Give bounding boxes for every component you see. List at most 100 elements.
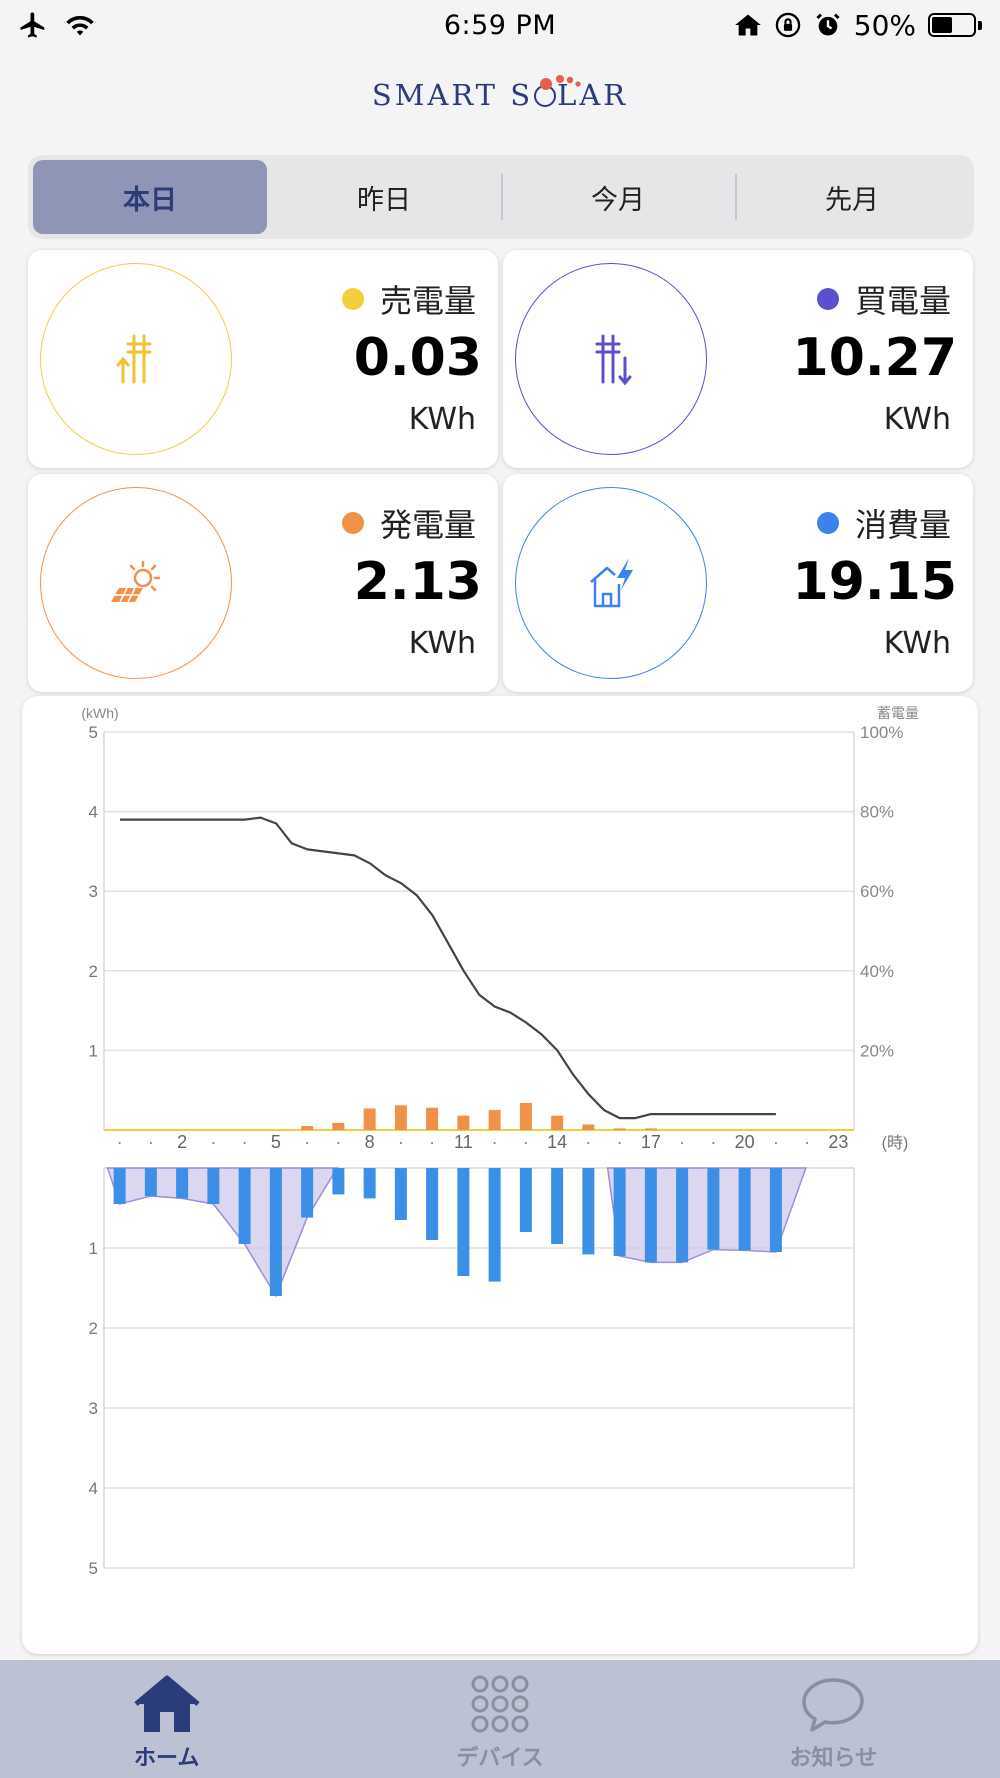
logo-text-2: LAR — [557, 78, 629, 112]
x-tick-label: 5 — [271, 1132, 281, 1152]
tab-today[interactable]: 本日 — [33, 160, 267, 234]
consumption-dot — [816, 512, 839, 534]
y2-tick-label: 60% — [860, 882, 894, 901]
generation-card[interactable]: 発電量 2.13 KWh — [28, 474, 498, 692]
nav-notifications-label: お知らせ — [789, 1746, 878, 1771]
airplane-icon — [20, 12, 45, 38]
buy-value: 10.27 — [792, 328, 957, 388]
y-tick-label: 4 — [89, 803, 98, 822]
status-time: 6:59 PM — [443, 9, 557, 41]
battery-line — [120, 816, 776, 1120]
generation-ring — [40, 487, 232, 679]
house-lightning-icon — [590, 558, 633, 608]
solar-panel-icon — [111, 560, 161, 603]
status-left — [18, 10, 318, 40]
logo-text-1: SMART S — [371, 78, 534, 112]
consumption-unit: KWh — [883, 626, 951, 661]
tab-this-month-label: 今月 — [591, 184, 645, 216]
tab-last-month[interactable]: 先月 — [735, 160, 969, 234]
generation-bar — [582, 1124, 595, 1130]
consumption-bar — [738, 1168, 751, 1251]
consumption-bar — [426, 1168, 439, 1240]
x-tick-label: 8 — [365, 1132, 375, 1152]
consumption-bar — [207, 1168, 220, 1204]
battery-percent: 50% — [853, 8, 916, 42]
status-bar: 6:59 PM 50% — [0, 0, 1000, 50]
x-tick-dot: · — [148, 1132, 154, 1152]
x-tick-dot: · — [242, 1132, 248, 1152]
y-tick-label: 1 — [89, 1239, 98, 1258]
consumption-bar — [519, 1168, 532, 1232]
x-tick-label: 17 — [641, 1132, 661, 1152]
generation-bar — [488, 1110, 501, 1130]
sell-unit: KWh — [408, 402, 476, 437]
generation-bar — [363, 1108, 376, 1130]
y-tick-label: 1 — [89, 1041, 98, 1060]
period-tabs: 本日 昨日 今月 先月 — [28, 155, 974, 239]
sell-dot — [341, 288, 364, 310]
tab-yesterday[interactable]: 昨日 — [267, 160, 501, 234]
nav-home-label: ホーム — [133, 1746, 200, 1771]
x-tick-dot: · — [679, 1132, 685, 1152]
sell-energy-card[interactable]: 売電量 0.03 KWh — [28, 250, 498, 468]
grid-dots-icon — [471, 1675, 529, 1733]
nav-home[interactable]: ホーム — [0, 1660, 333, 1778]
y-tick-label: 4 — [89, 1479, 98, 1498]
generation-unit: KWh — [408, 626, 476, 661]
power-pole-down-icon — [595, 334, 632, 386]
y-tick-label: 2 — [89, 1319, 98, 1338]
alarm-icon — [816, 13, 840, 36]
x-tick-label: 2 — [177, 1132, 187, 1152]
x-tick-label: 20 — [735, 1132, 755, 1152]
y-tick-label: 5 — [89, 723, 98, 742]
x-tick-dot: · — [585, 1132, 591, 1152]
buy-dot — [816, 288, 839, 310]
x-tick-dot: · — [804, 1132, 810, 1152]
consumption-bar — [176, 1168, 189, 1199]
generation-bar — [301, 1126, 314, 1130]
generation-bar — [519, 1102, 532, 1130]
nav-devices-label: デバイス — [456, 1746, 544, 1771]
tab-this-month[interactable]: 今月 — [501, 160, 735, 234]
consumption-label: 消費量 — [854, 506, 951, 544]
y-tick-label: 5 — [89, 1559, 98, 1578]
generation-bar — [613, 1128, 626, 1130]
generation-label-row: 発電量 — [341, 500, 476, 546]
consumption-bar — [332, 1168, 345, 1195]
y-tick-label: 3 — [89, 882, 98, 901]
consumption-bar — [613, 1168, 626, 1256]
y-tick-label: 3 — [89, 1399, 98, 1418]
consumption-bar — [769, 1168, 782, 1252]
nav-devices[interactable]: デバイス — [333, 1660, 666, 1778]
x-tick-dot: · — [617, 1132, 623, 1152]
x-tick-dot: · — [492, 1132, 498, 1152]
generation-bar — [426, 1107, 439, 1130]
x-tick-dot: · — [398, 1132, 404, 1152]
buy-ring — [515, 263, 707, 455]
battery-icon — [927, 13, 982, 37]
x-tick-label: 11 — [454, 1132, 473, 1152]
nav-notifications[interactable]: お知らせ — [667, 1660, 1000, 1778]
consumption-label-row: 消費量 — [816, 500, 951, 546]
x-tick-dot: · — [335, 1132, 341, 1152]
consumption-bar — [238, 1168, 251, 1244]
logo-sun-dots-icon — [540, 75, 581, 90]
consumption-bar — [457, 1168, 470, 1276]
x-tick-dot: · — [523, 1132, 529, 1152]
power-pole-up-icon — [116, 334, 152, 384]
rotation-lock-icon — [775, 12, 800, 38]
consumption-bar — [488, 1168, 501, 1282]
home-status-icon — [734, 14, 761, 36]
buy-energy-card[interactable]: 買電量 10.27 KWh — [503, 250, 973, 468]
generation-bar — [551, 1115, 564, 1130]
consumption-ring — [515, 487, 707, 679]
buy-label: 買電量 — [854, 282, 951, 320]
generation-value: 2.13 — [353, 552, 482, 612]
consumption-bar — [394, 1168, 407, 1220]
y2-tick-label: 80% — [860, 803, 894, 822]
consumption-card[interactable]: 消費量 19.15 KWh — [503, 474, 973, 692]
buy-label-row: 買電量 — [816, 276, 951, 322]
bottom-nav: ホーム デバイス お知らせ — [0, 1660, 1000, 1778]
generation-dot — [341, 512, 364, 534]
status-right: 50% — [682, 9, 982, 42]
